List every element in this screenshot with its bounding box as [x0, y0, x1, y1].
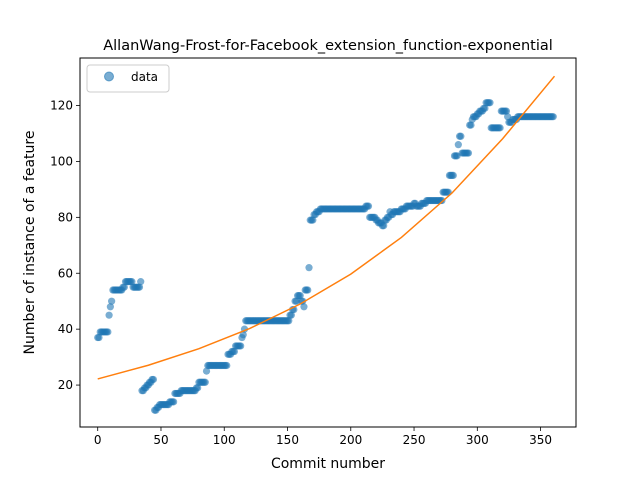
- y-tick-label: 120: [50, 99, 73, 113]
- data-point: [380, 222, 388, 230]
- data-point: [502, 107, 511, 115]
- x-tick-label: 350: [529, 433, 552, 447]
- data-point: [296, 292, 304, 300]
- y-tick-label: 20: [58, 378, 73, 392]
- data-point: [170, 398, 178, 406]
- data-point: [481, 104, 489, 112]
- data-point: [201, 378, 209, 386]
- data-point: [449, 171, 457, 180]
- data-point: [108, 297, 116, 305]
- axis-ticks: 0 50 100 150 200 250 300 350 20 40 60 80 100 120: [50, 99, 552, 447]
- data-point: [305, 264, 313, 272]
- data-point: [137, 278, 145, 286]
- data-point: [128, 278, 136, 286]
- data-point: [285, 317, 293, 325]
- data-point: [496, 124, 504, 132]
- data-point: [292, 297, 300, 305]
- x-tick-label: 0: [94, 433, 102, 447]
- y-tick-label: 100: [50, 154, 73, 168]
- data-point: [287, 311, 295, 319]
- data-point: [304, 286, 312, 294]
- data-point: [105, 311, 113, 319]
- data-point: [486, 99, 494, 107]
- x-tick-label: 100: [213, 433, 236, 447]
- plot-area: [94, 75, 557, 414]
- data-point: [237, 342, 245, 350]
- data-point: [464, 149, 473, 157]
- data-point: [549, 113, 557, 121]
- data-point: [438, 196, 446, 205]
- y-tick-label: 60: [58, 266, 73, 280]
- data-point: [467, 121, 475, 129]
- data-point: [149, 375, 157, 384]
- data-point: [309, 216, 317, 224]
- x-tick-label: 50: [153, 433, 168, 447]
- legend: data: [86, 64, 170, 93]
- x-tick-label: 150: [276, 433, 299, 447]
- y-axis-label: Number of instance of a feature: [22, 131, 38, 355]
- data-point: [239, 331, 247, 339]
- x-axis-label: Commit number: [271, 456, 385, 472]
- data-point: [457, 132, 465, 140]
- data-point: [223, 361, 231, 370]
- x-tick-label: 200: [339, 433, 362, 447]
- legend-label-data: data: [131, 70, 158, 84]
- y-tick-label: 40: [58, 322, 73, 336]
- data-point: [454, 141, 462, 149]
- data-point: [120, 283, 128, 291]
- data-point: [364, 202, 373, 210]
- data-point: [202, 367, 211, 375]
- fit-line: [97, 75, 556, 380]
- chart-title: AllanWang-Frost-for-Facebook_extension_f…: [103, 38, 553, 54]
- data-point: [106, 303, 114, 311]
- legend-marker-data: [104, 71, 114, 82]
- y-tick-label: 80: [58, 210, 73, 224]
- x-tick-label: 300: [466, 433, 489, 447]
- data-point: [95, 333, 103, 342]
- axes-frame: [79, 57, 577, 428]
- data-point: [194, 384, 202, 392]
- data-point: [300, 303, 308, 311]
- x-tick-label: 250: [403, 433, 426, 447]
- data-point: [230, 347, 238, 356]
- data-point: [104, 328, 112, 336]
- data-point: [135, 283, 144, 291]
